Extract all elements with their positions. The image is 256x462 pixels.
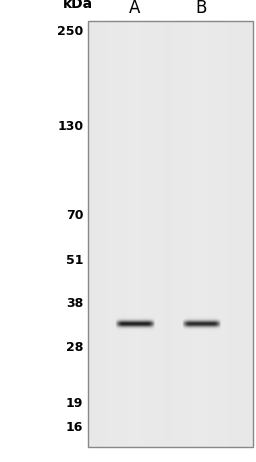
Bar (88, 21, 253, 447)
Text: 38: 38 (66, 297, 83, 310)
Text: A: A (129, 0, 140, 17)
Text: kDa: kDa (63, 0, 93, 11)
Text: 19: 19 (66, 397, 83, 410)
Text: 28: 28 (66, 341, 83, 354)
Bar (88, 21, 253, 447)
Text: B: B (195, 0, 206, 17)
Text: 16: 16 (66, 421, 83, 434)
Text: 130: 130 (57, 120, 83, 133)
Text: 51: 51 (66, 255, 83, 267)
Text: 70: 70 (66, 209, 83, 222)
Text: 250: 250 (57, 25, 83, 38)
